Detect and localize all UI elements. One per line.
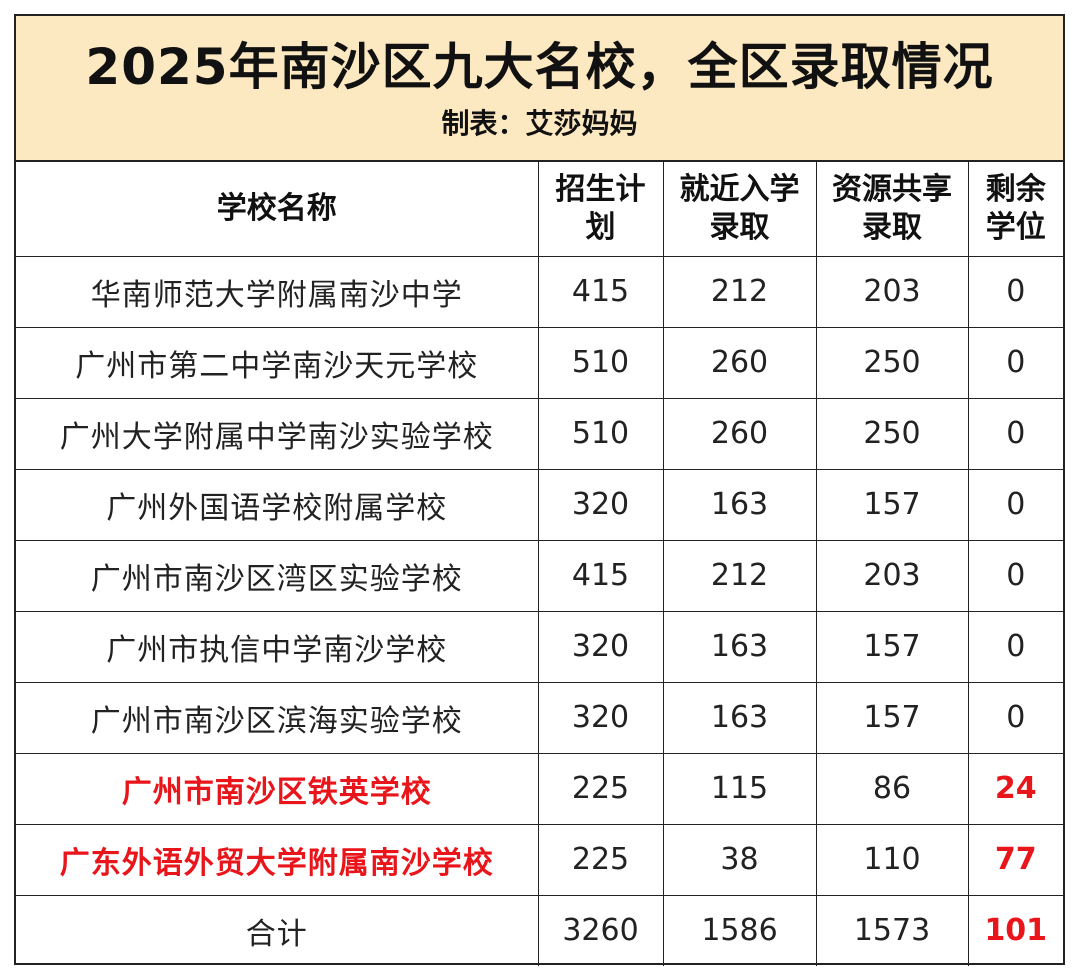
page-subtitle: 制表：艾莎妈妈: [441, 107, 638, 140]
shared-cell: 203: [815, 255, 969, 328]
table-row: 广州大学附属中学南沙实验学校 510 260 250 0: [16, 397, 1063, 470]
title-block: 2025年南沙区九大名校，全区录取情况 制表：艾莎妈妈: [16, 16, 1063, 162]
nearby-cell: 163: [662, 610, 817, 683]
plan-cell: 225: [537, 752, 664, 825]
table-header-row: 学校名称 招生计划 就近入学 录取 资源共享 录取 剩余 学位: [16, 162, 1063, 257]
total-plan-cell: 3260: [537, 894, 664, 966]
nearby-cell: 212: [662, 539, 817, 612]
remaining-cell: 0: [967, 539, 1063, 612]
shared-cell: 86: [815, 752, 969, 825]
school-name-cell: 广州外国语学校附属学校: [16, 468, 539, 541]
remaining-cell: 0: [967, 610, 1063, 683]
table-row: 广州外国语学校附属学校 320 163 157 0: [16, 468, 1063, 541]
table-row-highlighted: 广东外语外贸大学附属南沙学校 225 38 110 77: [16, 823, 1063, 896]
shared-cell: 250: [815, 397, 969, 470]
page-title: 2025年南沙区九大名校，全区录取情况: [85, 38, 994, 96]
total-remaining-cell: 101: [967, 894, 1063, 966]
nearby-cell: 163: [662, 681, 817, 754]
school-name-cell: 广州市南沙区铁英学校: [16, 752, 539, 825]
nearby-cell: 163: [662, 468, 817, 541]
remaining-cell: 0: [967, 468, 1063, 541]
remaining-cell: 0: [967, 255, 1063, 328]
shared-cell: 110: [815, 823, 969, 896]
nearby-cell: 260: [662, 326, 817, 399]
plan-cell: 415: [537, 539, 664, 612]
remaining-cell: 0: [967, 397, 1063, 470]
total-nearby-cell: 1586: [662, 894, 817, 966]
plan-cell: 415: [537, 255, 664, 328]
shared-cell: 203: [815, 539, 969, 612]
school-name-cell: 广州市南沙区滨海实验学校: [16, 681, 539, 754]
nearby-cell: 115: [662, 752, 817, 825]
admission-table: 学校名称 招生计划 就近入学 录取 资源共享 录取 剩余 学位 华南师范大学附属南沙中…: [16, 162, 1063, 966]
remaining-cell: 0: [967, 681, 1063, 754]
plan-cell: 320: [537, 468, 664, 541]
nearby-cell: 212: [662, 255, 817, 328]
school-name-cell: 华南师范大学附属南沙中学: [16, 255, 539, 328]
remaining-cell: 24: [967, 752, 1063, 825]
plan-cell: 320: [537, 681, 664, 754]
school-name-cell: 广州大学附属中学南沙实验学校: [16, 397, 539, 470]
table-row: 广州市南沙区湾区实验学校 415 212 203 0: [16, 539, 1063, 612]
school-name-cell: 广州市第二中学南沙天元学校: [16, 326, 539, 399]
plan-cell: 510: [537, 326, 664, 399]
school-name-cell: 广东外语外贸大学附属南沙学校: [16, 823, 539, 896]
table-row: 广州市第二中学南沙天元学校 510 260 250 0: [16, 326, 1063, 399]
shared-cell: 157: [815, 681, 969, 754]
header-school-name: 学校名称: [16, 162, 539, 257]
shared-cell: 250: [815, 326, 969, 399]
header-plan: 招生计划: [537, 162, 664, 257]
plan-cell: 320: [537, 610, 664, 683]
total-row: 合计 3260 1586 1573 101: [16, 894, 1063, 966]
total-shared-cell: 1573: [815, 894, 969, 966]
shared-cell: 157: [815, 610, 969, 683]
school-name-cell: 广州市执信中学南沙学校: [16, 610, 539, 683]
table-row: 广州市南沙区滨海实验学校 320 163 157 0: [16, 681, 1063, 754]
total-label-cell: 合计: [16, 894, 539, 966]
table-row-highlighted: 广州市南沙区铁英学校 225 115 86 24: [16, 752, 1063, 825]
remaining-cell: 0: [967, 326, 1063, 399]
plan-cell: 225: [537, 823, 664, 896]
nearby-cell: 260: [662, 397, 817, 470]
table-row: 华南师范大学附属南沙中学 415 212 203 0: [16, 255, 1063, 328]
admission-table-frame: 2025年南沙区九大名校，全区录取情况 制表：艾莎妈妈 学校名称 招生计划 就近…: [14, 14, 1065, 966]
shared-cell: 157: [815, 468, 969, 541]
header-shared: 资源共享 录取: [815, 162, 969, 257]
remaining-cell: 77: [967, 823, 1063, 896]
plan-cell: 510: [537, 397, 664, 470]
nearby-cell: 38: [662, 823, 817, 896]
table-row: 广州市执信中学南沙学校 320 163 157 0: [16, 610, 1063, 683]
school-name-cell: 广州市南沙区湾区实验学校: [16, 539, 539, 612]
header-remaining: 剩余 学位: [967, 162, 1063, 257]
header-nearby: 就近入学 录取: [662, 162, 817, 257]
